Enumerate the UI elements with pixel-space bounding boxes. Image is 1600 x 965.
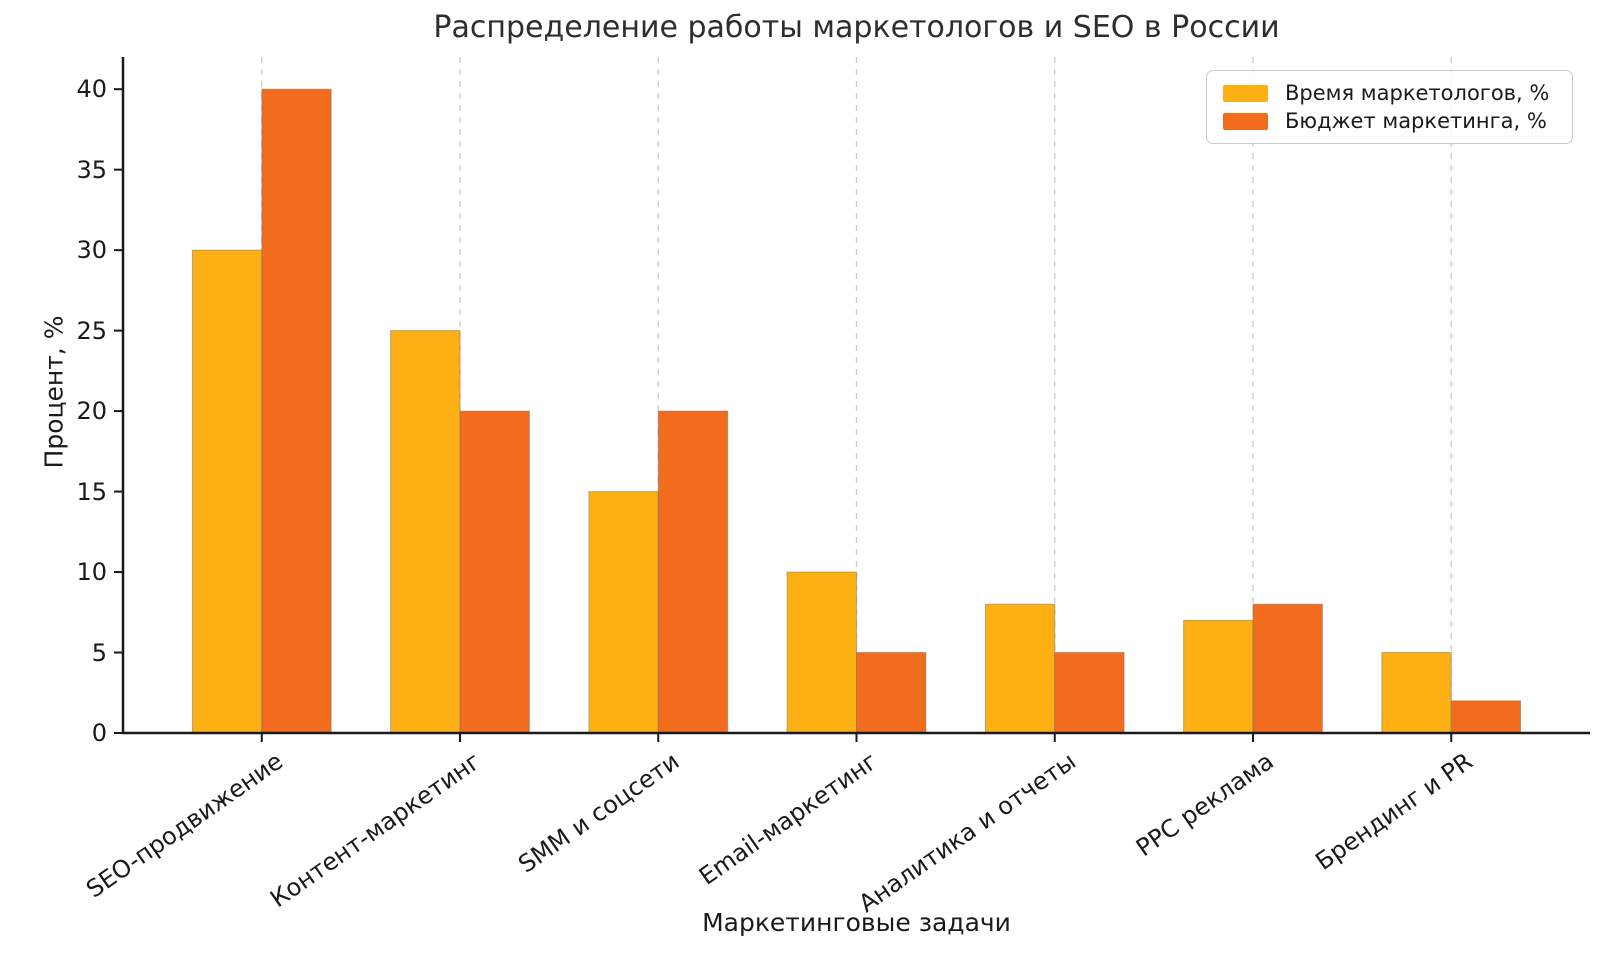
bar-marketers-time-2 bbox=[588, 491, 659, 734]
y-tick-label: 35 bbox=[76, 155, 107, 184]
y-tick-label: 25 bbox=[76, 316, 107, 345]
bar-marketers-time-5 bbox=[1183, 619, 1254, 734]
bar-marketers-time-4 bbox=[984, 603, 1056, 734]
bar-marketers-time-1 bbox=[390, 330, 461, 734]
legend-swatch-marketers-time bbox=[1223, 84, 1268, 102]
legend-swatch-marketing-budget bbox=[1223, 112, 1268, 130]
bar-marketers-time-0 bbox=[191, 249, 263, 734]
y-tick-label: 5 bbox=[91, 638, 107, 667]
y-tick-label: 0 bbox=[91, 719, 107, 747]
chart-title: Распределение работы маркетологов и SEO … bbox=[433, 10, 1280, 45]
y-tick-label: 10 bbox=[76, 558, 107, 587]
legend-entry-marketers-time: Время маркетологов, % bbox=[1223, 80, 1556, 106]
bar-marketing-budget-4 bbox=[1054, 652, 1125, 734]
legend: Время маркетологов, % Бюджет маркетинга,… bbox=[1206, 70, 1573, 144]
legend-entry-marketing-budget: Бюджет маркетинга, % bbox=[1223, 108, 1556, 134]
x-axis-label: Маркетинговые задачи bbox=[702, 908, 1011, 937]
y-tick-label: 15 bbox=[76, 477, 107, 506]
legend-label-marketers-time: Время маркетологов, % bbox=[1285, 81, 1550, 105]
bar-marketing-budget-6 bbox=[1450, 700, 1522, 734]
bar-marketing-budget-1 bbox=[459, 410, 530, 734]
y-tick-label: 30 bbox=[76, 236, 107, 265]
bar-marketing-budget-3 bbox=[856, 652, 927, 734]
bar-marketers-time-6 bbox=[1381, 652, 1452, 734]
bar-marketing-budget-2 bbox=[657, 410, 729, 734]
y-tick-label: 20 bbox=[76, 397, 107, 426]
bar-marketing-budget-5 bbox=[1252, 603, 1323, 734]
legend-label-marketing-budget: Бюджет маркетинга, % bbox=[1285, 109, 1547, 133]
bar-marketers-time-3 bbox=[786, 571, 857, 734]
y-tick-label: 40 bbox=[76, 75, 107, 104]
bar-marketing-budget-0 bbox=[261, 88, 332, 734]
